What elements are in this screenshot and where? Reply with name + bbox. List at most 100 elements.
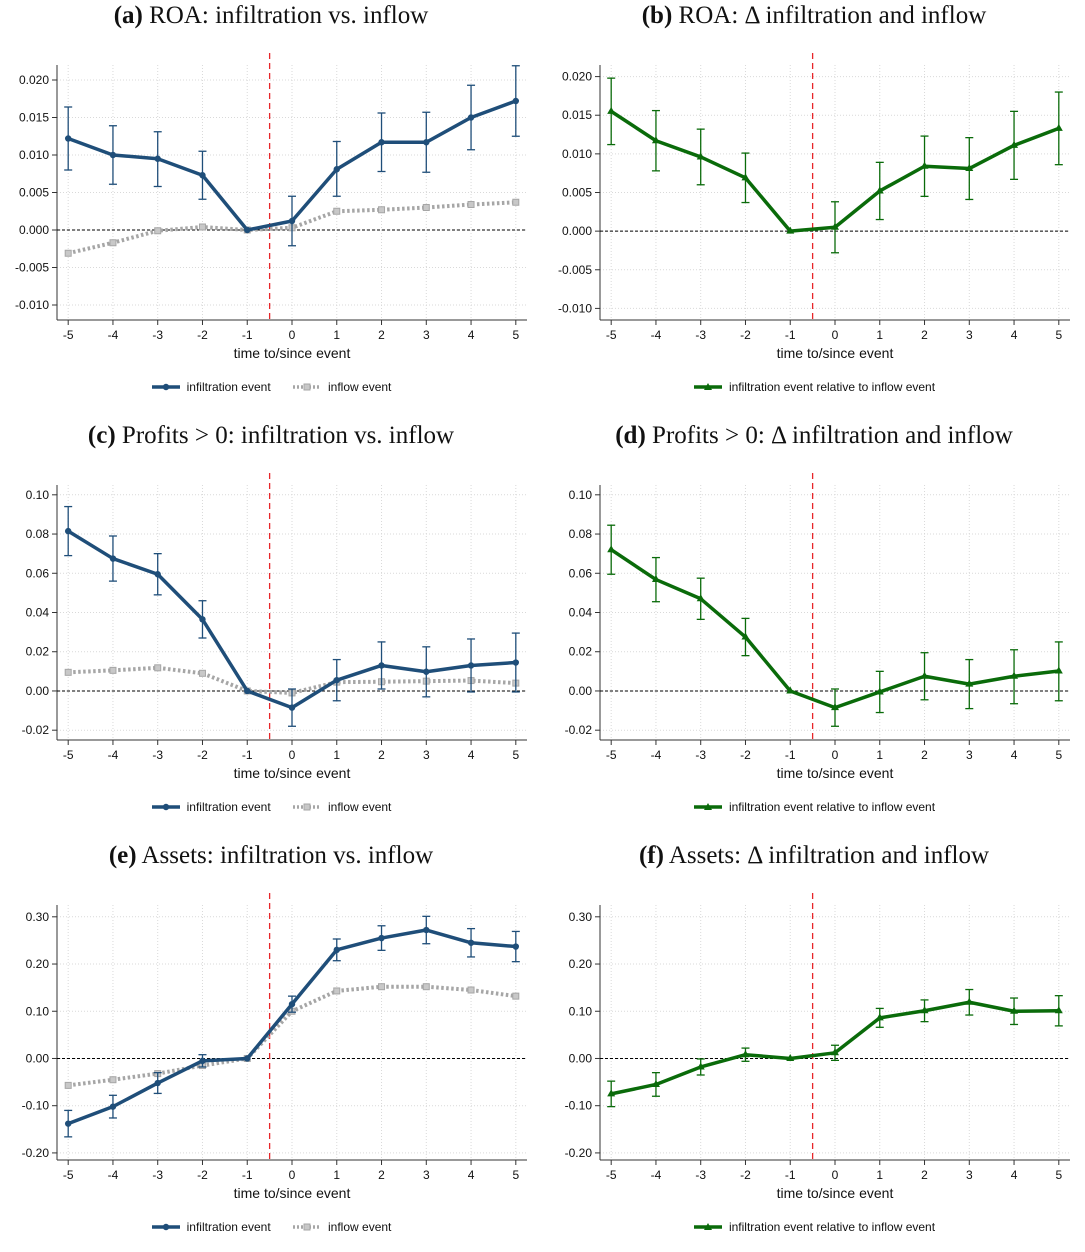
- x-tick-label: -3: [695, 1168, 706, 1182]
- x-axis-title: time to/since event: [777, 1185, 894, 1201]
- x-tick-label: 5: [1055, 1168, 1062, 1182]
- chart-f-assets-delta: 0.30 0.20 0.10 0.00 -0.10 -0.20 -5 -4 -3 -2 -1 0 1 2 3…: [565, 893, 1070, 1201]
- panel-tag: (f): [638, 842, 664, 869]
- data-point: [333, 676, 340, 684]
- data-point: [199, 616, 206, 623]
- data-point: [965, 997, 974, 1005]
- data-point: [965, 679, 974, 687]
- panel-title-text: Assets: Δ infiltration and inflow: [668, 842, 990, 869]
- data-point: [786, 1053, 795, 1061]
- legend: infiltration event relative to inflow ev…: [543, 1220, 1085, 1235]
- data-point: [154, 155, 161, 162]
- x-tick-label: -2: [197, 748, 208, 762]
- data-point: [378, 934, 385, 942]
- legend-item-infiltration: infiltration event: [151, 380, 271, 394]
- data-point: [786, 226, 795, 234]
- data-point: [786, 686, 795, 694]
- panel-tag: (a): [113, 2, 143, 29]
- y-tick-label: 0.000: [562, 224, 592, 238]
- data-point: [920, 161, 929, 169]
- x-tick-label: -4: [651, 328, 662, 342]
- data-point: [64, 135, 72, 142]
- data-point: [109, 1076, 117, 1084]
- y-tick-label: 0.30: [569, 910, 593, 924]
- x-tick-label: -1: [785, 328, 796, 342]
- data-point: [154, 1079, 161, 1087]
- data-point: [109, 239, 117, 247]
- data-point: [378, 983, 386, 991]
- legend-swatch-dotted-square: [293, 1223, 321, 1231]
- y-tick-label: 0.08: [26, 527, 50, 541]
- x-tick-label: 4: [468, 1168, 475, 1182]
- y-tick-label: 0.10: [569, 1004, 593, 1018]
- panel-tag: (b): [641, 2, 673, 29]
- data-point: [920, 671, 929, 679]
- data-point: [333, 987, 341, 995]
- x-tick-label: 5: [512, 328, 519, 342]
- legend-item-delta: infiltration event relative to inflow ev…: [693, 800, 935, 814]
- data-point: [198, 669, 206, 677]
- data-point: [333, 166, 340, 173]
- legend-swatch-solid-circle: [151, 803, 180, 811]
- legend-swatch-solid-triangle: [693, 383, 722, 390]
- panel-title-text: Assets: infiltration vs. inflow: [141, 842, 434, 869]
- data-point: [965, 164, 974, 172]
- data-point: [467, 662, 475, 669]
- data-point: [607, 545, 616, 553]
- y-tick-label: 0.00: [569, 684, 593, 698]
- data-point: [741, 173, 750, 181]
- x-tick-label: 2: [378, 748, 385, 762]
- x-tick-label: 2: [921, 1168, 928, 1182]
- x-tick-label: -3: [695, 328, 706, 342]
- legend: infiltration event inflow event: [0, 800, 542, 815]
- x-axis-title: time to/since event: [234, 1185, 351, 1201]
- x-tick-label: -5: [63, 328, 74, 342]
- data-point: [467, 986, 475, 994]
- panel-d: (d) Profits > 0: Δ infiltration and infl…: [543, 420, 1085, 832]
- legend-swatch-dotted-square: [293, 803, 321, 811]
- x-tick-label: -4: [108, 1168, 119, 1182]
- x-tick-label: 0: [832, 328, 839, 342]
- data-point: [423, 139, 430, 146]
- x-tick-label: 1: [333, 1168, 340, 1182]
- y-tick-label: -0.010: [15, 298, 49, 312]
- y-tick-label: 0.015: [562, 108, 592, 122]
- x-tick-label: 0: [832, 1168, 839, 1182]
- legend-label: inflow event: [328, 380, 392, 394]
- y-tick-label: 0.015: [19, 111, 49, 125]
- data-point: [422, 204, 430, 211]
- y-tick-label: 0.20: [26, 957, 50, 971]
- y-tick-label: 0.010: [19, 148, 49, 162]
- data-point: [244, 1055, 251, 1062]
- data-point: [288, 1000, 296, 1008]
- y-tick-label: 0.020: [562, 70, 592, 84]
- legend: infiltration event inflow event: [0, 1220, 542, 1235]
- x-tick-label: 1: [333, 328, 340, 342]
- x-tick-label: -1: [785, 748, 796, 762]
- x-tick-label: 4: [1011, 748, 1018, 762]
- x-axis-title: time to/since event: [777, 765, 894, 781]
- y-tick-label: 0.020: [19, 73, 49, 87]
- data-point: [875, 186, 884, 194]
- x-tick-label: -5: [63, 1168, 74, 1182]
- data-point: [607, 1089, 616, 1097]
- x-tick-label: 5: [512, 1168, 519, 1182]
- legend-item-infiltration: infiltration event: [151, 1220, 271, 1234]
- x-tick-label: 0: [289, 1168, 296, 1182]
- legend-swatch-solid-circle: [151, 383, 180, 391]
- panel-b: (b) ROA: Δ infiltration and inflow 0.020…: [543, 0, 1085, 412]
- data-point: [154, 664, 162, 672]
- data-point: [64, 249, 72, 257]
- data-point: [651, 136, 660, 144]
- y-tick-label: 0.20: [569, 957, 593, 971]
- x-tick-label: -2: [740, 328, 751, 342]
- legend-swatch-solid-circle: [151, 1223, 180, 1231]
- data-point: [199, 1057, 206, 1065]
- legend: infiltration event relative to inflow ev…: [543, 380, 1085, 395]
- data-point: [288, 704, 296, 711]
- data-point: [696, 594, 705, 602]
- legend: infiltration event relative to inflow ev…: [543, 800, 1085, 815]
- data-point: [378, 662, 385, 669]
- panel-title-text: Profits > 0: infiltration vs. inflow: [121, 422, 455, 449]
- x-tick-label: 3: [423, 1168, 430, 1182]
